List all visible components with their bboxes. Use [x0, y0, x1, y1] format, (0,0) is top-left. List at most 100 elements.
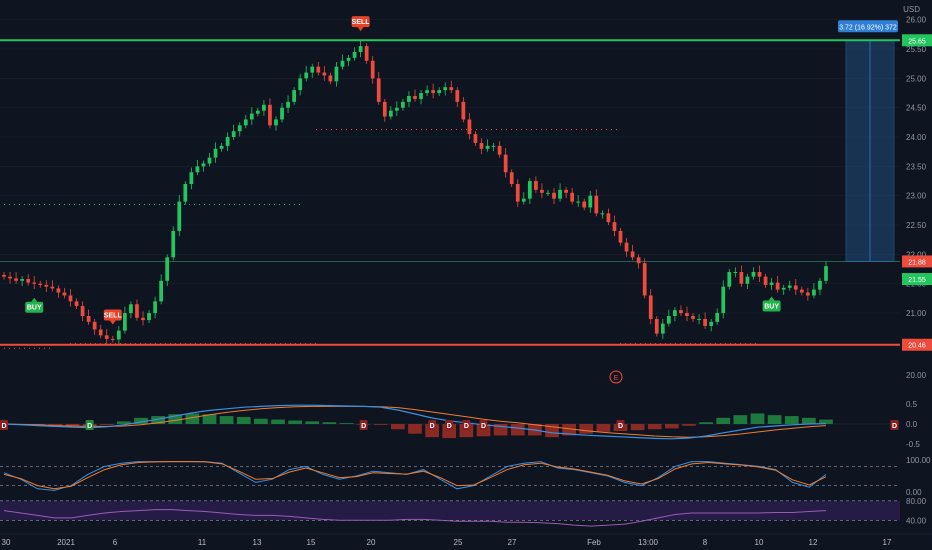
macd-histogram-bar	[579, 424, 594, 434]
time-axis[interactable]: 30 2021 6 11 13 15 20 25 27 Feb 13:00 8 10 12 17	[0, 533, 932, 547]
price-tick: 22.00	[906, 250, 927, 259]
candle	[781, 287, 786, 290]
macd-histogram-bar	[48, 424, 63, 426]
candle	[147, 313, 151, 321]
divergence-marker-label: D	[481, 423, 486, 430]
divergence-marker-label: D	[87, 423, 92, 430]
candle	[358, 46, 363, 52]
macd-histogram-bar	[202, 414, 217, 424]
price-tick: 23.00	[906, 192, 927, 201]
candle	[564, 189, 568, 193]
candle	[14, 278, 18, 281]
resistance-tag-bg	[902, 34, 932, 47]
candle	[50, 286, 55, 289]
candle	[691, 316, 695, 319]
rsi-tick: 40.00	[906, 516, 927, 525]
macd-histogram-bar	[134, 417, 148, 424]
sell-pointer	[357, 27, 364, 32]
candle	[497, 145, 502, 155]
candle	[123, 313, 127, 331]
divergence-marker	[0, 420, 8, 430]
candle	[431, 90, 436, 94]
rsi-pane[interactable]	[0, 500, 900, 527]
time-tick: 12	[809, 538, 818, 547]
last-price-tag-bg	[902, 255, 932, 268]
macd-histogram-bar	[510, 424, 525, 436]
candle	[322, 72, 327, 76]
candle	[249, 113, 254, 120]
candle	[80, 306, 85, 316]
divergence-marker-label: D	[447, 423, 452, 430]
candle	[292, 90, 296, 102]
candle	[751, 272, 756, 277]
candle	[68, 295, 73, 302]
macd-histogram-bar	[596, 424, 611, 432]
grid	[0, 19, 900, 314]
macd-histogram-bar	[802, 417, 816, 424]
candle	[98, 329, 103, 336]
sell-signal	[351, 16, 370, 28]
candle	[757, 272, 762, 277]
candle	[467, 119, 472, 135]
candle	[660, 323, 665, 334]
macd-histogram-bar	[322, 422, 337, 424]
time-tick: 10	[755, 538, 764, 547]
candle	[153, 301, 157, 314]
measure-label: 3.72 (16.92%) 372	[839, 24, 897, 31]
time-tick: 30	[2, 538, 11, 547]
stochastic-pane[interactable]	[0, 461, 900, 491]
candle	[183, 184, 188, 202]
price-tick: 26.00	[906, 16, 927, 25]
candle	[606, 213, 611, 223]
resistance-tag: 25.65	[908, 38, 926, 45]
divergence-marker-label: D	[361, 423, 366, 430]
candle	[316, 66, 321, 73]
candle	[116, 330, 121, 340]
rsi-tick: 80.00	[906, 497, 927, 506]
candle	[594, 195, 599, 214]
time-tick: 8	[703, 538, 708, 547]
candle	[189, 172, 194, 184]
candle	[286, 101, 290, 108]
rsi-band	[0, 500, 900, 521]
candle	[2, 274, 6, 277]
candle	[570, 192, 575, 202]
macd-pane[interactable]: DDDDDDDDDHDHDDD	[0, 404, 932, 441]
rsi-line	[3, 509, 827, 527]
macd-histogram-bar	[219, 416, 234, 424]
candle	[274, 119, 278, 126]
stoch-tick: 100.00	[906, 456, 931, 465]
macd-histogram-bar	[767, 415, 782, 424]
candle	[775, 282, 780, 290]
candle	[455, 90, 460, 102]
buy-signal	[762, 300, 781, 312]
macd-histogram-bar	[373, 424, 388, 425]
candle	[177, 201, 182, 231]
price-tick: 24.00	[906, 133, 927, 142]
time-tick: 27	[508, 538, 517, 547]
candle	[805, 292, 810, 296]
candle	[630, 251, 635, 258]
candle	[346, 57, 351, 61]
time-tick: 20	[367, 538, 376, 547]
candle	[648, 295, 653, 319]
candle	[92, 321, 97, 330]
candle	[473, 134, 478, 143]
macd-tick: 0.0	[906, 420, 918, 429]
price-axis[interactable]: 26.00 25.50 25.00 24.50 24.00 23.50 23.00 22.50…	[902, 16, 932, 526]
candle	[745, 276, 750, 284]
time-tick: 15	[307, 538, 316, 547]
candle	[171, 230, 176, 258]
divergence-marker-label: D	[892, 423, 897, 430]
price-pane[interactable]: 3.72 (16.92%) 372 SELL BUY SELL BUY E	[0, 16, 900, 384]
candle	[159, 280, 164, 302]
divergence-marker	[428, 420, 437, 430]
macd-histogram-bar	[305, 421, 320, 424]
candle	[225, 137, 230, 146]
macd-histogram-bar	[408, 424, 422, 434]
candle	[20, 279, 25, 281]
candle	[491, 145, 496, 147]
macd-histogram-bar	[151, 416, 165, 424]
candle	[255, 110, 260, 114]
